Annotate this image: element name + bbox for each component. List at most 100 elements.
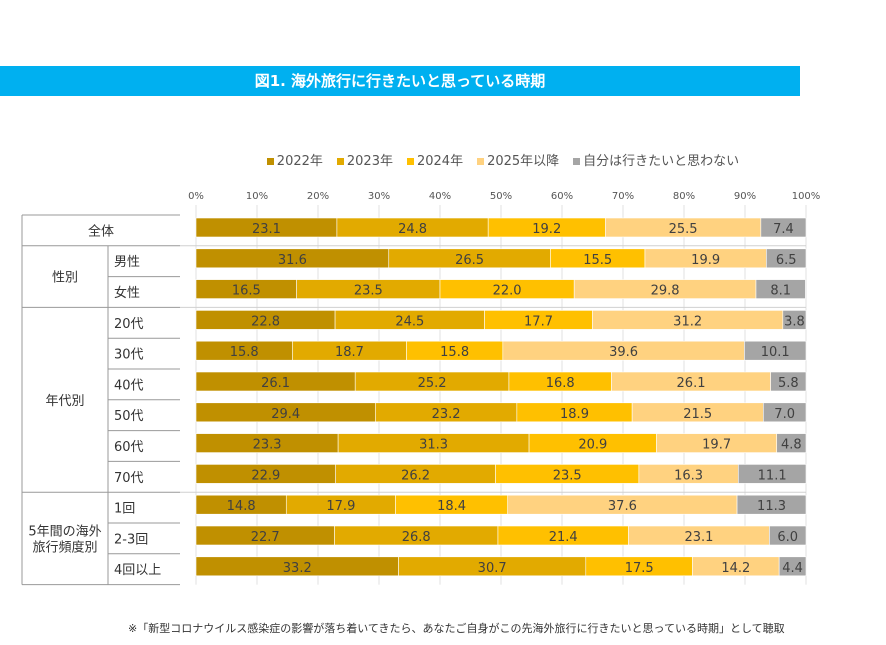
data-label: 29.4 <box>271 407 300 422</box>
data-label: 11.3 <box>757 499 786 514</box>
data-label: 20.9 <box>578 438 607 453</box>
data-label: 4.8 <box>781 438 802 453</box>
data-label: 31.2 <box>673 314 702 329</box>
data-label: 10.1 <box>761 345 790 360</box>
data-label: 7.4 <box>773 222 794 237</box>
category-label: 女性 <box>114 285 140 301</box>
legend-item: 自分は行きたいと思わない <box>573 150 739 169</box>
legend-item: 2025年以降 <box>477 150 559 169</box>
data-label: 25.2 <box>418 376 447 391</box>
data-label: 17.7 <box>524 314 553 329</box>
category-label: 男性 <box>114 255 140 270</box>
data-label: 30.7 <box>478 561 507 576</box>
data-label: 26.2 <box>401 468 430 483</box>
data-label: 18.9 <box>560 407 589 422</box>
footnote: ※「新型コロナウイルス感染症の影響が落ち着いてきたら、あなたご自身がこの先海外旅… <box>128 622 785 635</box>
x-tick-label: 50% <box>490 191 512 202</box>
bar-segment <box>776 433 807 453</box>
bar-segment <box>737 464 807 484</box>
data-label: 24.5 <box>395 314 424 329</box>
legend-item: 2022年 <box>266 150 323 169</box>
legend-swatch <box>266 158 274 165</box>
data-label: 7.0 <box>774 407 795 422</box>
x-tick-label: 90% <box>734 191 756 202</box>
data-label: 31.6 <box>278 253 307 268</box>
category-label: 70代 <box>114 471 144 486</box>
data-label: 39.6 <box>609 345 638 360</box>
category-label: 20代 <box>114 317 144 332</box>
group-label: 性別 <box>52 271 78 286</box>
x-tick-label: 0% <box>188 191 204 202</box>
bar-segment <box>766 248 807 269</box>
legend-swatch <box>477 158 485 165</box>
category-label: 1回 <box>114 502 135 517</box>
x-tick-label: 80% <box>673 191 695 202</box>
group-label: 年代別 <box>45 394 84 409</box>
category-label: 40代 <box>114 378 144 393</box>
data-label: 23.1 <box>252 222 281 237</box>
bar-segment <box>762 402 807 423</box>
data-label: 19.7 <box>702 438 731 453</box>
data-label: 6.5 <box>776 253 797 268</box>
data-label: 23.3 <box>253 438 282 453</box>
data-label: 14.8 <box>227 499 256 514</box>
data-label: 33.2 <box>283 561 312 576</box>
legend-label: 2024年 <box>416 154 464 169</box>
legend-swatch <box>573 158 581 165</box>
x-tick-label: 60% <box>551 191 573 202</box>
data-label: 31.3 <box>419 438 448 453</box>
data-label: 23.5 <box>354 284 383 299</box>
data-label: 23.2 <box>432 407 461 422</box>
data-label: 19.9 <box>691 253 720 268</box>
category-label: 60代 <box>114 440 144 455</box>
group-label: 5年間の海外 <box>28 524 101 539</box>
bar-segment <box>736 494 807 515</box>
bar-segment <box>770 371 807 392</box>
bar-segment <box>782 310 807 330</box>
legend-item: 2023年 <box>336 150 393 169</box>
bar-segment <box>769 525 807 546</box>
data-label: 15.8 <box>440 345 469 360</box>
legend-swatch <box>336 158 344 165</box>
group-label: 全体 <box>88 223 114 239</box>
data-label: 17.9 <box>326 499 355 514</box>
data-label: 16.3 <box>674 468 703 483</box>
data-label: 29.8 <box>651 284 680 299</box>
legend-item: 2024年 <box>406 150 464 169</box>
legend-swatch <box>406 158 414 165</box>
bar-segment <box>760 217 807 238</box>
data-label: 16.5 <box>232 284 261 299</box>
category-label: 30代 <box>114 348 144 363</box>
legend-label: 2023年 <box>346 154 393 169</box>
legend-label: 2022年 <box>276 154 323 169</box>
data-label: 22.0 <box>493 284 522 299</box>
x-tick-label: 10% <box>246 191 268 202</box>
bar-segment <box>778 556 807 577</box>
data-label: 15.5 <box>583 253 612 268</box>
legend-label: 2025年以降 <box>487 154 560 169</box>
data-label: 26.5 <box>455 253 484 268</box>
x-tick-label: 40% <box>429 191 451 202</box>
data-label: 37.6 <box>608 499 637 514</box>
data-label: 26.1 <box>677 376 706 391</box>
data-label: 14.2 <box>721 561 750 576</box>
data-label: 22.7 <box>251 530 280 545</box>
x-tick-label: 70% <box>612 191 634 202</box>
data-label: 16.8 <box>546 376 575 391</box>
group-label: 旅行頻度別 <box>32 539 97 555</box>
data-label: 4.4 <box>782 561 803 576</box>
bar-segment <box>744 340 807 361</box>
data-label: 26.8 <box>402 530 431 545</box>
data-label: 24.8 <box>398 222 427 237</box>
data-label: 23.1 <box>684 530 713 545</box>
legend: 2022年 2023年 2024年 2025年以降 自分は行きたいと思わない <box>0 150 886 169</box>
category-label: 50代 <box>114 409 144 424</box>
legend-label: 自分は行きたいと思わない <box>583 154 740 169</box>
data-label: 23.5 <box>553 468 582 483</box>
data-label: 6.0 <box>777 530 798 545</box>
data-label: 8.1 <box>770 284 791 299</box>
data-label: 25.5 <box>669 222 698 237</box>
data-label: 18.7 <box>335 345 364 360</box>
data-label: 11.1 <box>758 468 787 483</box>
